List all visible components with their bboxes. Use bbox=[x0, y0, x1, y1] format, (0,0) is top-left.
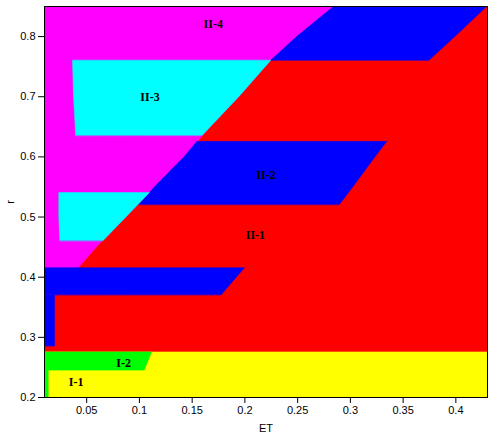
svg-text:0.5: 0.5 bbox=[20, 211, 35, 223]
svg-text:0.2: 0.2 bbox=[20, 391, 35, 403]
svg-text:0.6: 0.6 bbox=[20, 150, 35, 162]
svg-text:0.05: 0.05 bbox=[76, 404, 97, 416]
svg-text:II-4: II-4 bbox=[204, 17, 223, 31]
svg-text:I-1: I-1 bbox=[69, 375, 84, 389]
svg-text:0.3: 0.3 bbox=[20, 331, 35, 343]
svg-text:0.4: 0.4 bbox=[448, 404, 463, 416]
svg-text:II-1: II-1 bbox=[246, 228, 265, 242]
svg-text:II-3: II-3 bbox=[140, 90, 159, 104]
svg-text:0.3: 0.3 bbox=[343, 404, 358, 416]
svg-text:ET: ET bbox=[259, 422, 273, 434]
svg-text:0.2: 0.2 bbox=[237, 404, 252, 416]
svg-text:0.1: 0.1 bbox=[132, 404, 147, 416]
svg-text:0.35: 0.35 bbox=[392, 404, 413, 416]
svg-text:0.8: 0.8 bbox=[20, 30, 35, 42]
svg-text:0.25: 0.25 bbox=[287, 404, 308, 416]
svg-text:II-2: II-2 bbox=[256, 168, 275, 182]
svg-text:0.4: 0.4 bbox=[20, 271, 35, 283]
svg-text:r: r bbox=[4, 200, 16, 204]
svg-text:I-2: I-2 bbox=[116, 356, 131, 370]
svg-text:0.7: 0.7 bbox=[20, 90, 35, 102]
svg-text:0.15: 0.15 bbox=[181, 404, 202, 416]
